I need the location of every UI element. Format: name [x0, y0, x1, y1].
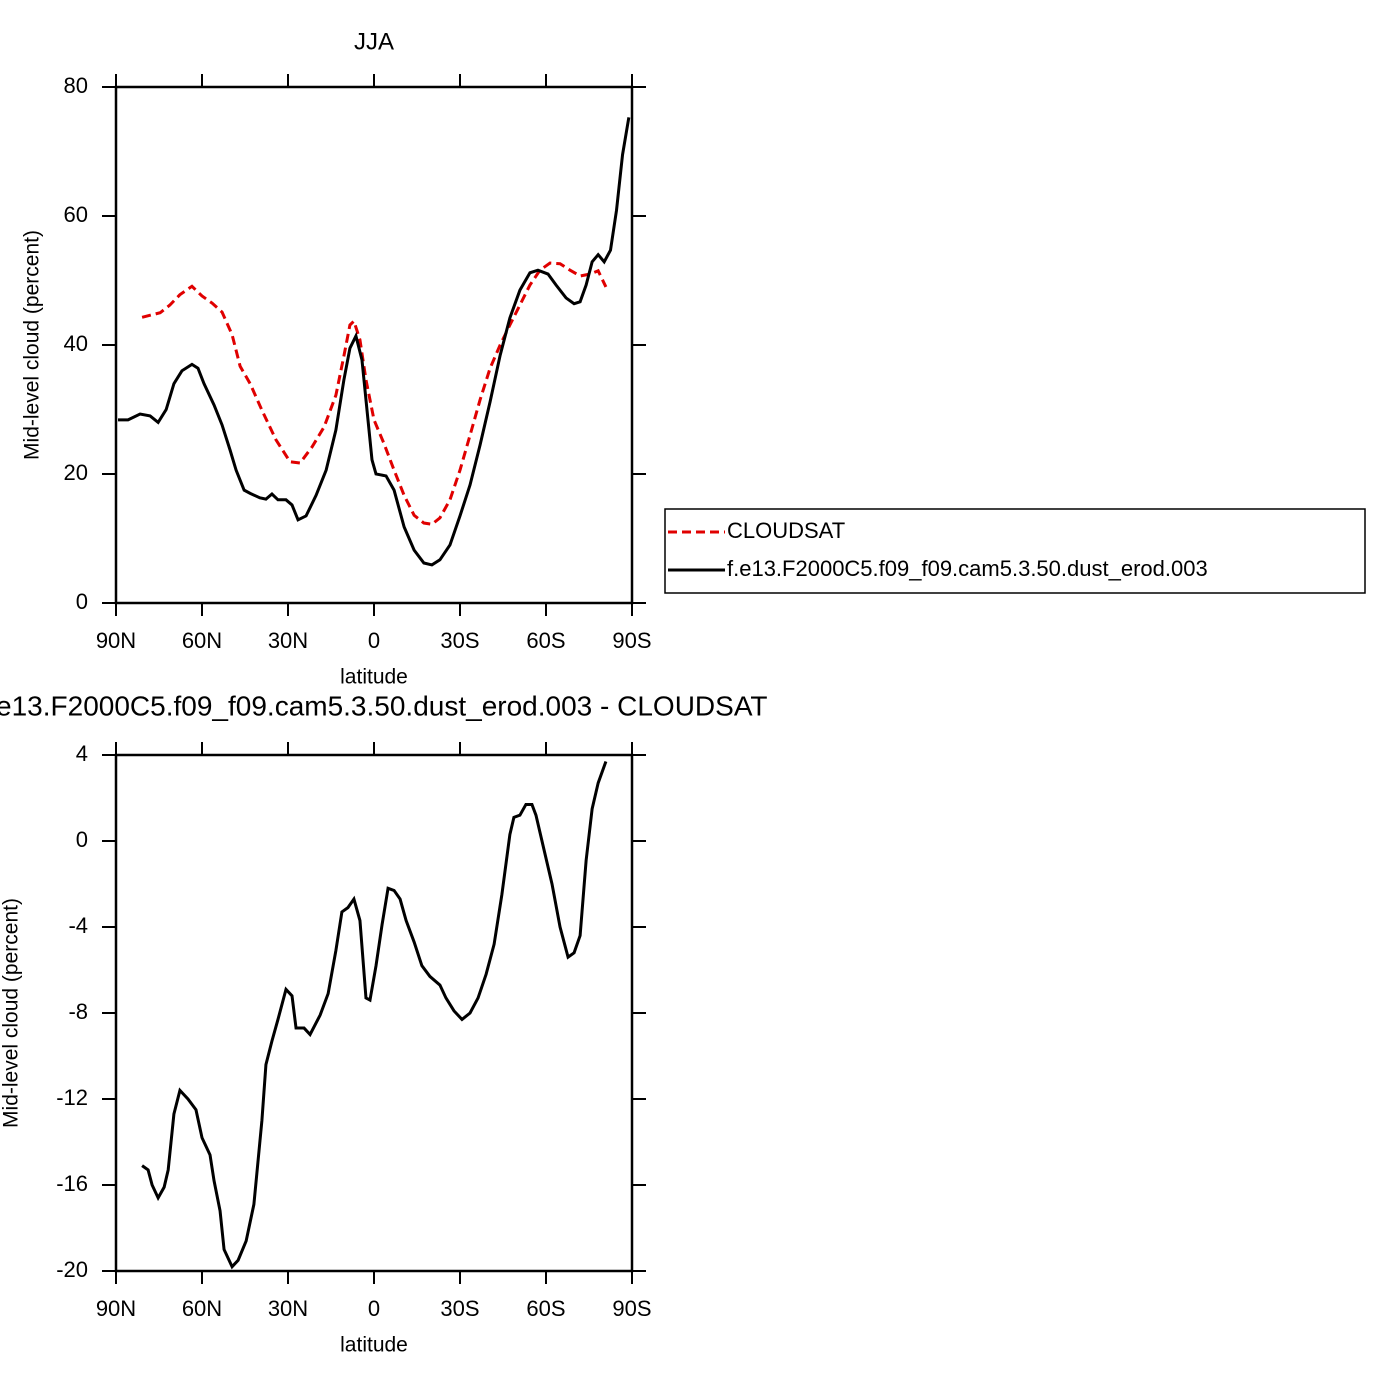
data-line — [141, 760, 608, 1270]
y-tick-label: 4 — [76, 741, 88, 766]
y-tick-label: -8 — [68, 999, 88, 1024]
legend-label: CLOUDSAT — [727, 518, 845, 543]
y-tick-label: -20 — [56, 1257, 88, 1282]
x-tick-label: 60S — [526, 628, 565, 653]
x-tick-label: 30S — [440, 1296, 479, 1321]
data-line — [141, 261, 608, 526]
chart-title: f.e13.F2000C5.f09_f09.cam5.3.50.dust_ero… — [0, 690, 768, 721]
x-tick-label: 30S — [440, 628, 479, 653]
x-tick-label: 60N — [182, 628, 222, 653]
x-tick-label: 60S — [526, 1296, 565, 1321]
x-tick-label: 0 — [368, 628, 380, 653]
legend-label: f.e13.F2000C5.f09_f09.cam5.3.50.dust_ero… — [727, 556, 1208, 581]
chart-title: JJA — [354, 28, 394, 55]
y-tick-label: -4 — [68, 913, 88, 938]
plot-frame — [114, 753, 634, 1273]
plot-frame — [114, 85, 634, 605]
y-axis-label: Mid-level cloud (percent) — [0, 898, 23, 1128]
x-tick-label: 90N — [96, 1296, 136, 1321]
x-tick-label: 0 — [368, 1296, 380, 1321]
x-tick-label: 90S — [612, 1296, 651, 1321]
x-tick-label: 90S — [612, 628, 651, 653]
x-tick-label: 30N — [268, 1296, 308, 1321]
x-axis-label: latitude — [340, 666, 408, 689]
y-tick-label: 60 — [64, 202, 88, 227]
x-tick-label: 90N — [96, 628, 136, 653]
x-tick-label: 60N — [182, 1296, 222, 1321]
y-axis-label: Mid-level cloud (percent) — [21, 230, 44, 460]
legend-box — [664, 508, 1366, 594]
data-line — [118, 117, 631, 567]
y-tick-label: 0 — [76, 589, 88, 614]
y-tick-label: -12 — [56, 1085, 88, 1110]
y-tick-label: 80 — [64, 73, 88, 98]
y-tick-label: 0 — [76, 827, 88, 852]
x-tick-label: 30N — [268, 628, 308, 653]
x-axis-label: latitude — [340, 1334, 408, 1357]
y-tick-label: 20 — [64, 460, 88, 485]
y-tick-label: -16 — [56, 1171, 88, 1196]
y-tick-label: 40 — [64, 331, 88, 356]
